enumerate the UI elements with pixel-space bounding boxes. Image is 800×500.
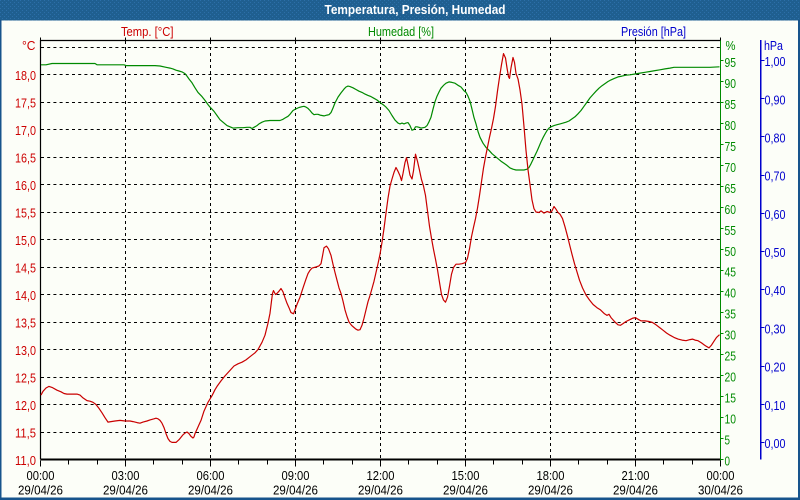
svg-text:15,5: 15,5 xyxy=(15,207,36,221)
svg-text:30: 30 xyxy=(725,329,737,343)
svg-text:13,5: 13,5 xyxy=(15,317,36,331)
svg-text:11,5: 11,5 xyxy=(15,427,36,441)
svg-text:12,5: 12,5 xyxy=(15,372,36,386)
svg-text:75: 75 xyxy=(725,140,737,154)
svg-text:0,10: 0,10 xyxy=(765,399,786,413)
svg-text:17,0: 17,0 xyxy=(15,124,36,138)
svg-text:29/04/26: 29/04/26 xyxy=(103,483,148,497)
svg-text:0,20: 0,20 xyxy=(765,361,786,375)
svg-text:13,0: 13,0 xyxy=(15,344,36,358)
svg-text:29/04/26: 29/04/26 xyxy=(528,483,573,497)
svg-text:17,5: 17,5 xyxy=(15,97,36,111)
svg-text:12:00: 12:00 xyxy=(367,469,395,483)
svg-text:18:00: 18:00 xyxy=(537,469,565,483)
svg-text:60: 60 xyxy=(725,203,737,217)
svg-text:16,5: 16,5 xyxy=(15,152,36,166)
svg-text:Humedad [%]: Humedad [%] xyxy=(368,24,434,39)
svg-text:29/04/26: 29/04/26 xyxy=(613,483,658,497)
svg-text:80: 80 xyxy=(725,119,737,133)
svg-text:0,80: 0,80 xyxy=(765,132,786,146)
svg-text:16,0: 16,0 xyxy=(15,179,36,193)
svg-text:0,90: 0,90 xyxy=(765,93,786,107)
svg-text:Temp. [°C]: Temp. [°C] xyxy=(121,24,174,39)
svg-text:0,50: 0,50 xyxy=(765,246,786,260)
svg-text:15: 15 xyxy=(725,392,737,406)
svg-text:65: 65 xyxy=(725,182,737,196)
svg-text:35: 35 xyxy=(725,308,737,322)
svg-text:Temperatura, Presión, Humedad: Temperatura, Presión, Humedad xyxy=(325,2,506,17)
svg-text:%: % xyxy=(726,39,736,53)
svg-text:10: 10 xyxy=(725,413,737,427)
svg-text:0,00: 0,00 xyxy=(765,437,786,451)
svg-text:18,0: 18,0 xyxy=(15,69,36,83)
svg-text:0,60: 0,60 xyxy=(765,208,786,222)
svg-text:50: 50 xyxy=(725,245,737,259)
svg-text:29/04/26: 29/04/26 xyxy=(18,483,63,497)
svg-text:12,0: 12,0 xyxy=(15,399,36,413)
svg-text:0: 0 xyxy=(725,455,731,469)
svg-text:45: 45 xyxy=(725,266,737,280)
svg-text:00:00: 00:00 xyxy=(27,469,55,483)
svg-text:00:00: 00:00 xyxy=(707,469,735,483)
svg-text:30/04/26: 30/04/26 xyxy=(698,483,743,497)
svg-text:hPa: hPa xyxy=(764,39,783,53)
svg-text:40: 40 xyxy=(725,287,737,301)
svg-text:29/04/26: 29/04/26 xyxy=(273,483,318,497)
svg-text:55: 55 xyxy=(725,224,737,238)
svg-text:14,0: 14,0 xyxy=(15,289,36,303)
svg-text:09:00: 09:00 xyxy=(282,469,310,483)
svg-text:Presión [hPa]: Presión [hPa] xyxy=(621,24,686,39)
svg-text:0,70: 0,70 xyxy=(765,170,786,184)
svg-text:20: 20 xyxy=(725,371,737,385)
svg-text:29/04/26: 29/04/26 xyxy=(443,483,488,497)
svg-text:90: 90 xyxy=(725,77,737,91)
svg-text:70: 70 xyxy=(725,161,737,175)
svg-text:5: 5 xyxy=(725,434,731,448)
svg-text:21:00: 21:00 xyxy=(622,469,650,483)
svg-text:29/04/26: 29/04/26 xyxy=(358,483,403,497)
svg-text:°C: °C xyxy=(22,39,36,53)
svg-text:95: 95 xyxy=(725,56,737,70)
svg-text:15:00: 15:00 xyxy=(452,469,480,483)
svg-text:85: 85 xyxy=(725,98,737,112)
svg-text:03:00: 03:00 xyxy=(112,469,140,483)
svg-text:29/04/26: 29/04/26 xyxy=(188,483,233,497)
svg-text:1,00: 1,00 xyxy=(765,55,786,69)
svg-text:06:00: 06:00 xyxy=(197,469,225,483)
svg-text:14,5: 14,5 xyxy=(15,262,36,276)
svg-text:25: 25 xyxy=(725,350,737,364)
svg-text:0,40: 0,40 xyxy=(765,284,786,298)
svg-text:15,0: 15,0 xyxy=(15,234,36,248)
svg-text:0,30: 0,30 xyxy=(765,322,786,336)
svg-text:11,0: 11,0 xyxy=(15,454,36,468)
